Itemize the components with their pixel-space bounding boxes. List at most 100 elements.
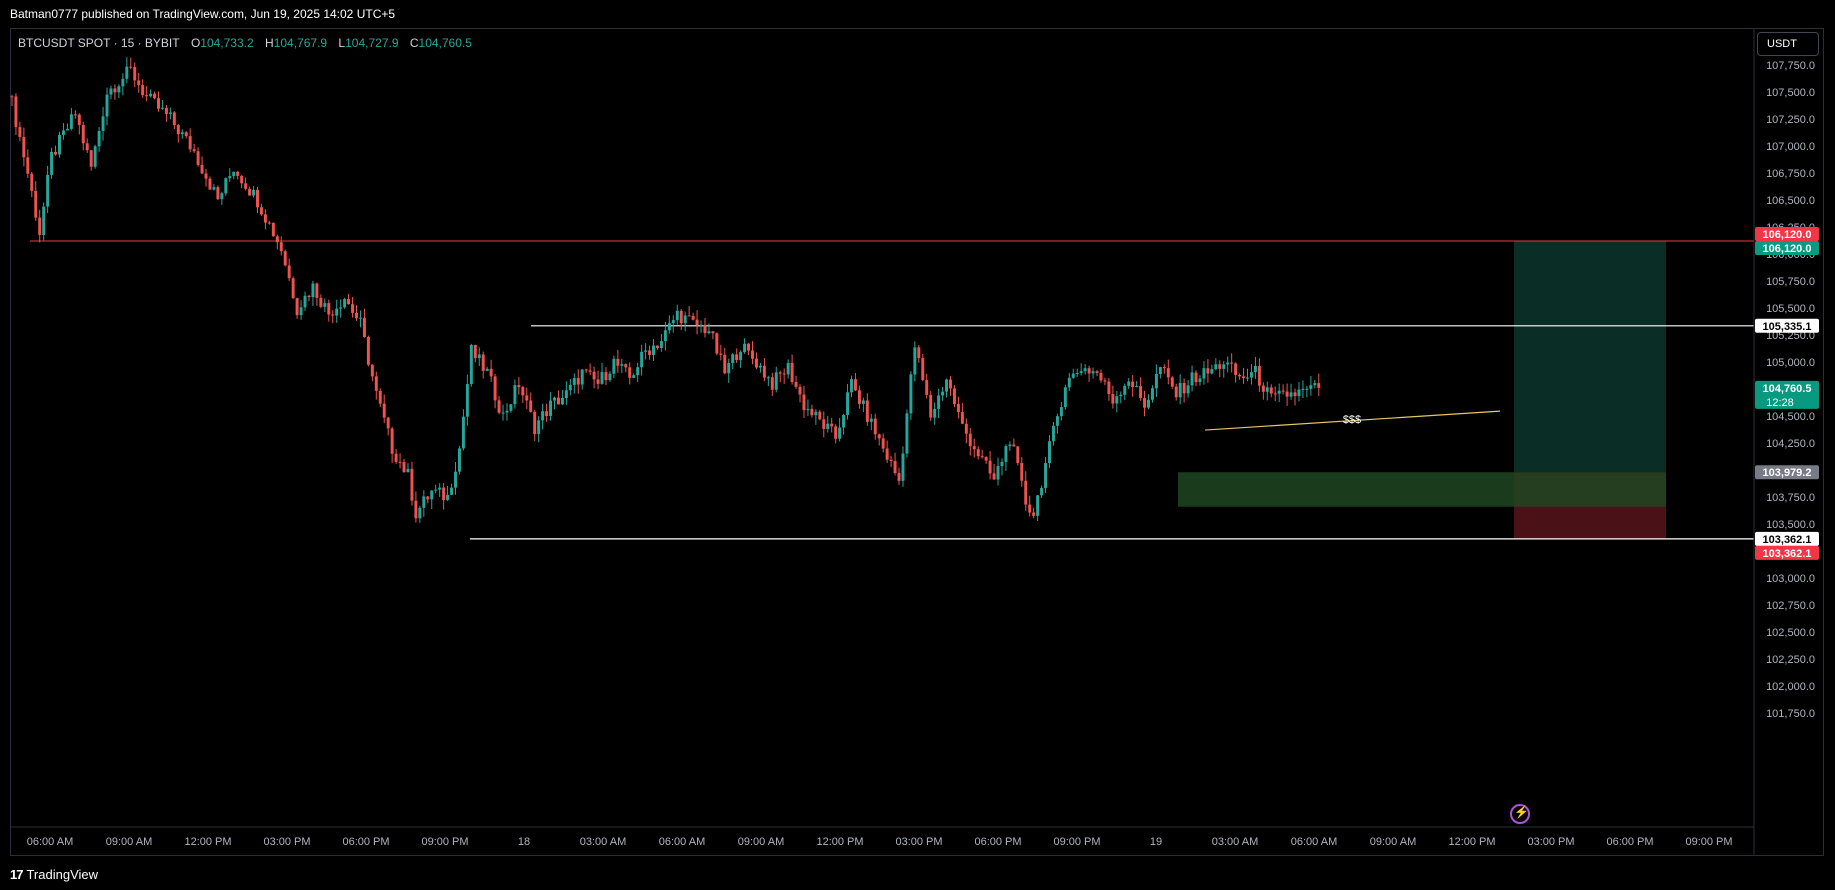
candle-body (758, 365, 762, 368)
candle-body (652, 345, 655, 355)
price-tick-label: 103,000.0 (1766, 573, 1815, 585)
candle-body (873, 418, 877, 435)
candle-body (1044, 463, 1048, 488)
price-tag: 104,760.5 12:28 (1755, 380, 1819, 409)
price-tag: 103,362.1 (1755, 531, 1819, 546)
price-tag-label: 103,362.1 (1763, 548, 1812, 560)
candle-body (69, 114, 73, 129)
candle-body (461, 416, 465, 449)
candle-body (972, 446, 976, 450)
candle-body (1020, 462, 1024, 481)
candle-body (1309, 385, 1313, 389)
time-tick-label: 03:00 PM (263, 836, 310, 848)
candle-body (1008, 444, 1012, 447)
candle-body (1226, 362, 1230, 365)
candle-body (945, 379, 949, 392)
price-tag-bg (1755, 531, 1819, 546)
candle-body (1273, 393, 1277, 395)
candle-body (782, 373, 786, 375)
candle-body (160, 107, 164, 109)
candle-body (216, 187, 220, 200)
price-tick-label: 102,500.0 (1766, 627, 1815, 639)
candle-body (952, 388, 956, 405)
candle-body (711, 331, 715, 334)
candle-body (85, 143, 89, 151)
currency-button[interactable]: USDT (1757, 32, 1819, 56)
candle-body (1257, 365, 1261, 386)
candle-body (224, 178, 228, 194)
time-tick-label: 18 (518, 836, 530, 848)
candle-body (291, 278, 295, 299)
symbol-name[interactable]: BTCUSDT SPOT · 15 · BYBIT (18, 36, 180, 50)
candle-body (802, 394, 806, 411)
candle-body (374, 376, 378, 391)
candle-body (604, 372, 608, 381)
candle-body (707, 331, 711, 334)
candle-body (798, 386, 802, 395)
candle-body (727, 363, 731, 374)
candle-body (141, 85, 145, 96)
candle-body (153, 93, 157, 99)
demand-zone (1178, 472, 1666, 507)
chart-frame[interactable] (10, 28, 1824, 856)
candle-body (366, 336, 370, 365)
candle-body (909, 374, 913, 414)
candle-body (1253, 365, 1257, 373)
candle-body (200, 164, 204, 174)
candle-body (1143, 397, 1147, 408)
candle-body (537, 420, 541, 435)
price-tick-label: 102,750.0 (1766, 600, 1815, 612)
candle-body (857, 390, 861, 404)
candle-body (386, 417, 390, 429)
time-tick-label: 06:00 AM (27, 836, 73, 848)
candle-body (54, 151, 58, 155)
candle-body (541, 411, 545, 421)
candle-body (774, 372, 778, 390)
price-tick-label: 105,500.0 (1766, 303, 1815, 315)
candle-body (1040, 487, 1044, 496)
candle-body (157, 98, 160, 109)
open-value: 104,733.2 (200, 36, 254, 50)
price-tick-label: 101,750.0 (1766, 708, 1815, 720)
bolt-icon[interactable] (1510, 804, 1530, 824)
candle-body (481, 354, 485, 371)
candle-body (1301, 388, 1305, 390)
candle-body (964, 423, 968, 434)
candle-body (838, 427, 842, 439)
candles-layer (10, 57, 1321, 523)
tradingview-logo[interactable]: 17 TradingView (10, 867, 98, 882)
candle-body (853, 379, 857, 391)
candle-body (434, 489, 438, 491)
time-tick-label: 06:00 AM (1291, 836, 1337, 848)
candle-body (1162, 367, 1166, 369)
candle-body (101, 116, 105, 132)
candle-body (1202, 368, 1206, 379)
candle-body (283, 251, 287, 266)
candle-body (509, 404, 513, 411)
candle-body (786, 362, 790, 375)
time-tick-label: 09:00 AM (106, 836, 152, 848)
candle-body (822, 419, 826, 429)
candle-body (556, 397, 560, 405)
candle-body (319, 297, 323, 307)
candle-body (1004, 446, 1008, 462)
candle-body (806, 408, 810, 411)
time-tick-label: 09:00 PM (1053, 836, 1100, 848)
candle-body (1075, 372, 1079, 374)
candle-body (968, 433, 972, 447)
candle-body (390, 428, 394, 454)
candle-body (236, 171, 240, 176)
candle-body (572, 378, 576, 385)
candle-body (240, 175, 244, 184)
candle-body (97, 131, 101, 147)
candle-body (533, 411, 537, 435)
candle-body (1079, 371, 1083, 373)
candle-body (1087, 368, 1091, 374)
candle-body (287, 265, 291, 279)
candle-body (18, 127, 22, 138)
candle-body (778, 372, 782, 374)
candle-body (842, 414, 846, 428)
candle-body (252, 189, 256, 196)
candle-body (1281, 390, 1285, 392)
